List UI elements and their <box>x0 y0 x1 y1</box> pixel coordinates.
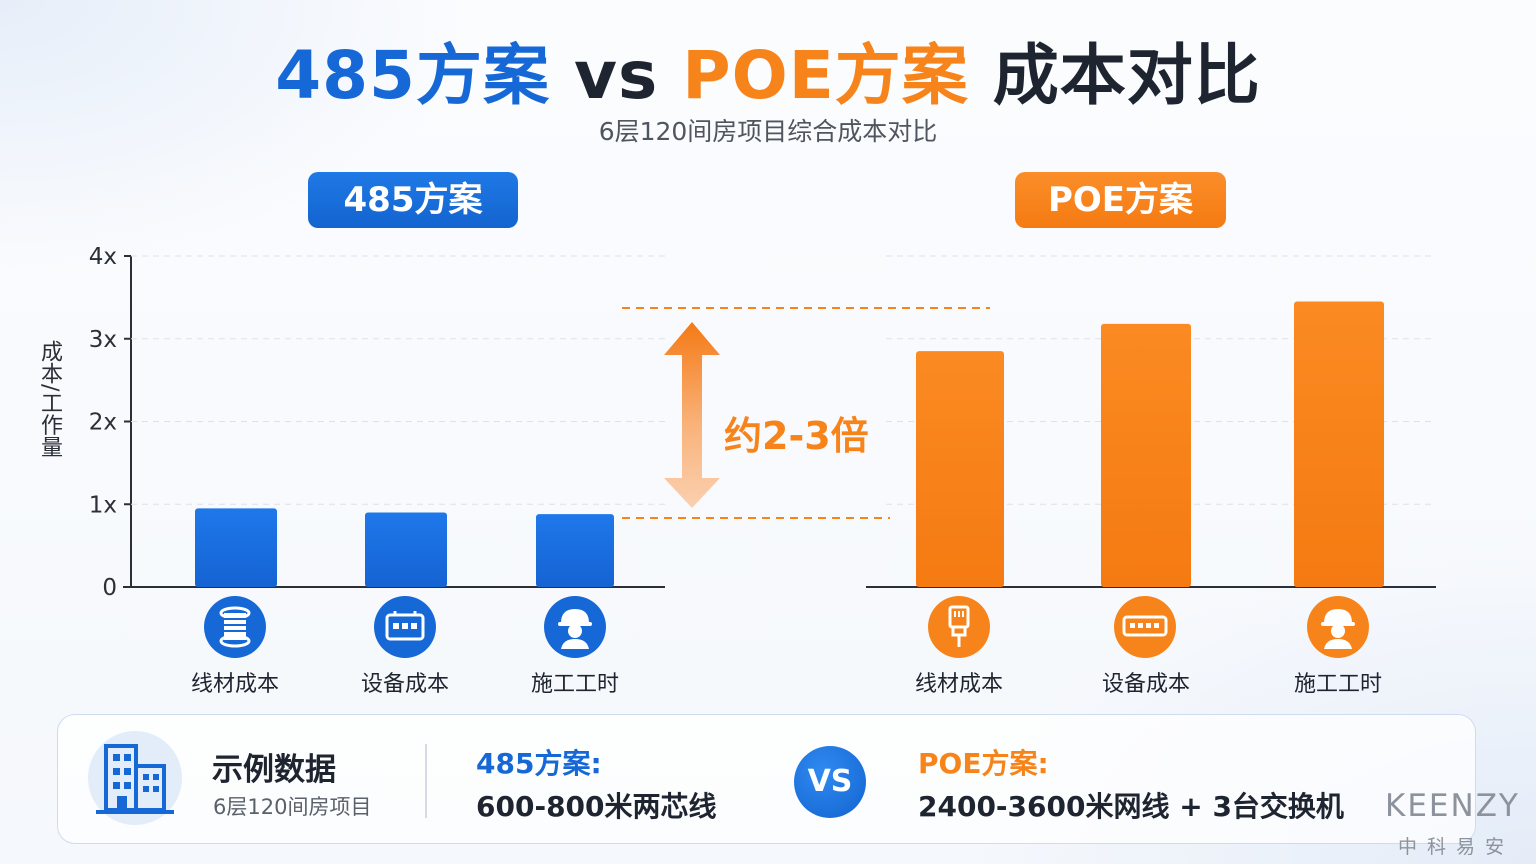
multiplier-label: 约2-3倍 <box>724 414 869 458</box>
cable-reel-icon <box>204 596 266 658</box>
bar-poe-1 <box>1101 323 1191 587</box>
vs-badge: VS <box>794 746 866 818</box>
page-subtitle: 6层120间房项目综合成本对比 <box>598 117 938 146</box>
bar-485-0 <box>195 508 277 587</box>
panel-divider <box>425 744 427 818</box>
brand-logo-sub: 中科易安 <box>1398 836 1515 858</box>
worker-helmet-icon <box>544 596 606 658</box>
bar-485-2 <box>536 514 614 587</box>
y-tick-label: 1x <box>89 492 117 518</box>
y-tick-label: 4x <box>89 244 117 270</box>
title-vs: vs <box>549 37 683 114</box>
controller-device-icon <box>374 596 436 658</box>
network-switch-icon <box>1114 596 1176 658</box>
bar-485-1 <box>365 512 447 587</box>
title-poe: POE方案 <box>682 37 969 114</box>
building-icon <box>88 731 182 825</box>
double-arrow-icon <box>664 322 720 508</box>
y-tick-label: 0 <box>102 575 117 601</box>
category-label-485-equipment: 设备成本 <box>360 672 449 697</box>
category-label-poe-equipment: 设备成本 <box>1101 672 1190 697</box>
category-label-poe-cable: 线材成本 <box>914 672 1003 697</box>
y-tick-label: 2x <box>89 410 117 436</box>
sample-485-heading: 485方案: <box>476 747 602 780</box>
page-title: 485方案 vs POE方案 成本对比 <box>0 22 1536 118</box>
title-cost-compare: 成本对比 <box>968 37 1261 114</box>
sample-485-detail: 600-800米两芯线 <box>476 790 717 823</box>
category-label-poe-labor: 施工工时 <box>1293 672 1382 697</box>
ethernet-plug-icon <box>928 596 990 658</box>
sample-poe-heading: POE方案: <box>918 747 1049 780</box>
group-label-poe: POE方案 <box>1015 172 1226 228</box>
title-485: 485方案 <box>275 37 550 114</box>
brand-logo: KEENZY <box>1385 788 1520 824</box>
bar-poe-0 <box>916 351 1004 587</box>
worker-helmet-icon-poe <box>1307 596 1369 658</box>
sample-data-panel <box>57 714 1476 844</box>
sample-data-subtitle: 6层120间房项目 <box>213 795 372 819</box>
sample-poe-detail: 2400-3600米网线 + 3台交换机 <box>918 790 1344 823</box>
y-axis-label: 成本/工作量 <box>37 340 62 458</box>
group-label-485: 485方案 <box>308 172 518 228</box>
category-label-485-cable: 线材成本 <box>190 672 279 697</box>
bar-poe-2 <box>1294 301 1384 587</box>
category-label-485-labor: 施工工时 <box>530 672 619 697</box>
sample-data-title: 示例数据 <box>212 752 336 788</box>
y-tick-label: 3x <box>89 327 117 353</box>
